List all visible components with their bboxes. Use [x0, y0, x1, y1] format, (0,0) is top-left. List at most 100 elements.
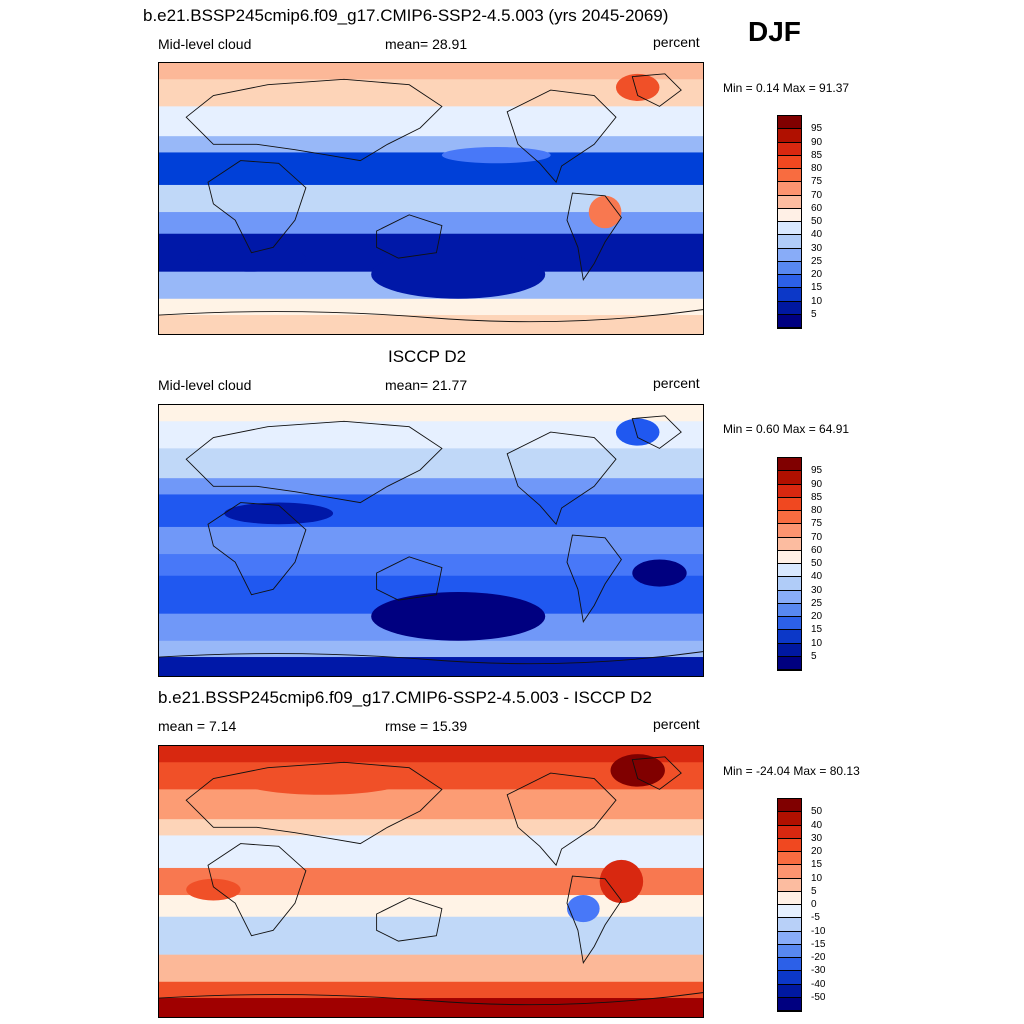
map-feature [441, 147, 551, 164]
colorbar-cell [778, 314, 801, 328]
colorbar-cell [778, 825, 801, 839]
colorbar-tick-label: 20 [811, 846, 823, 857]
colorbar-cell [778, 208, 801, 222]
map-band [159, 405, 703, 423]
panel-3-colorbar: 50 40 30 20 15 10 5 0 -5 -10 -15 -20 -30 -40 -50 [777, 798, 825, 1012]
colorbar-tick-label: 40 [811, 819, 823, 831]
colorbar-cell [778, 603, 801, 617]
colorbar-tick-label: 5 [811, 650, 817, 662]
colorbar-tick-label: 25 [811, 597, 823, 609]
coastline [566, 534, 622, 623]
colorbar-tick-label: 30 [811, 242, 823, 254]
colorbar-tick-label: 20 [811, 611, 823, 622]
map-feature [615, 73, 660, 101]
panel-1-colorbar: 95 90 85 80 75 70 60 50 40 30 25 20 15 10 5 [777, 115, 822, 329]
colorbar-tick-label: 60 [811, 544, 823, 556]
season-label: DJF [748, 16, 801, 47]
colorbar-cell [778, 129, 801, 143]
coastline [207, 160, 307, 254]
colorbar-tick-label: 15 [811, 282, 823, 294]
colorbar-cell [778, 984, 801, 998]
panel-2-variable-label: Mid-level cloud [158, 377, 252, 393]
map-band [159, 184, 703, 214]
colorbar-cell [778, 195, 801, 209]
map-band [159, 212, 703, 235]
coastline [631, 73, 682, 107]
panel-2-title: ISCCP D2 [388, 347, 467, 366]
map-feature [567, 895, 600, 923]
panel-3-minmax: Min = -24.04 Max = 80.13 [723, 764, 860, 778]
map-band [159, 152, 703, 186]
colorbar-cell [778, 944, 801, 958]
colorbar-cell [778, 484, 801, 498]
map-band [159, 789, 703, 821]
panel-1-title: b.e21.BSSP245cmip6.f09_g17.CMIP6-SSP2-4.… [143, 6, 669, 25]
colorbar-cell [778, 852, 801, 866]
map-band [159, 819, 703, 837]
colorbar-tick-label: 30 [811, 832, 823, 844]
map-field [159, 405, 703, 676]
coastline [506, 772, 617, 867]
colorbar-tick-label: 90 [811, 478, 823, 490]
colorbar-tick-label: 70 [811, 531, 823, 543]
colorbar-cell [778, 142, 801, 156]
map-band [159, 526, 703, 556]
colorbar-cell [778, 931, 801, 945]
coastline [159, 992, 703, 1006]
coastline [185, 78, 443, 162]
map-feature [240, 767, 404, 795]
coastline [566, 875, 622, 964]
coastline [207, 502, 307, 596]
colorbar-tick-label: 95 [811, 123, 823, 135]
colorbar-tick-label: -10 [811, 925, 826, 937]
colorbar-tick-label: 80 [811, 163, 823, 174]
colorbar-tick-label: 10 [811, 872, 823, 884]
map-feature [588, 195, 622, 229]
panel-3-rmse-label: rmse = 15.39 [385, 718, 468, 734]
colorbar-tick-label: -20 [811, 952, 826, 963]
colorbar-tick-label: 50 [811, 558, 823, 569]
map-feature [197, 244, 306, 272]
colorbar-tick-label: 50 [811, 216, 823, 227]
colorbar-cell [778, 261, 801, 275]
map-band [159, 136, 703, 154]
colorbar-cell [778, 643, 801, 657]
colorbar-cell [778, 471, 801, 485]
coastline [376, 897, 443, 942]
panel-2-map [158, 404, 704, 677]
colorbar-cell [778, 577, 801, 591]
colorbar-cell [778, 537, 801, 551]
coastline [376, 214, 443, 259]
colorbar-cell [778, 524, 801, 538]
map-band [159, 981, 703, 1000]
colorbar-tick-label: 50 [811, 806, 823, 818]
panel-1-map [158, 62, 704, 335]
colorbar-cell [778, 169, 801, 183]
map-feature [371, 591, 546, 641]
colorbar-cell [778, 511, 801, 525]
colorbar-cell [778, 458, 801, 472]
coastline [159, 309, 703, 323]
panel-2-mean-label: mean= 21.77 [385, 377, 468, 393]
map-band [159, 478, 703, 496]
map-band [159, 895, 703, 918]
map-band [159, 554, 703, 577]
colorbar-tick-label: 25 [811, 255, 823, 267]
colorbar-cell [778, 248, 801, 262]
map-feature [186, 878, 241, 901]
map-band [159, 448, 703, 480]
colorbar-cell [778, 812, 801, 826]
colorbar-tick-label: 0 [811, 899, 817, 910]
map-feature [371, 249, 546, 299]
panel-1-variable-label: Mid-level cloud [158, 36, 252, 52]
map-band [159, 63, 703, 81]
colorbar-tick-label: -50 [811, 991, 826, 1003]
coastline [159, 651, 703, 665]
colorbar-tick-label: 70 [811, 189, 823, 201]
colorbar-tick-label: 75 [811, 518, 823, 530]
panel-3-mean-label: mean = 7.14 [158, 718, 237, 734]
colorbar-cell [778, 155, 801, 169]
colorbar-tick-label: 60 [811, 202, 823, 214]
colorbar-cell [778, 865, 801, 879]
panel-2-colorbar: 95 90 85 80 75 70 60 50 40 30 25 20 15 10 5 [777, 457, 822, 671]
